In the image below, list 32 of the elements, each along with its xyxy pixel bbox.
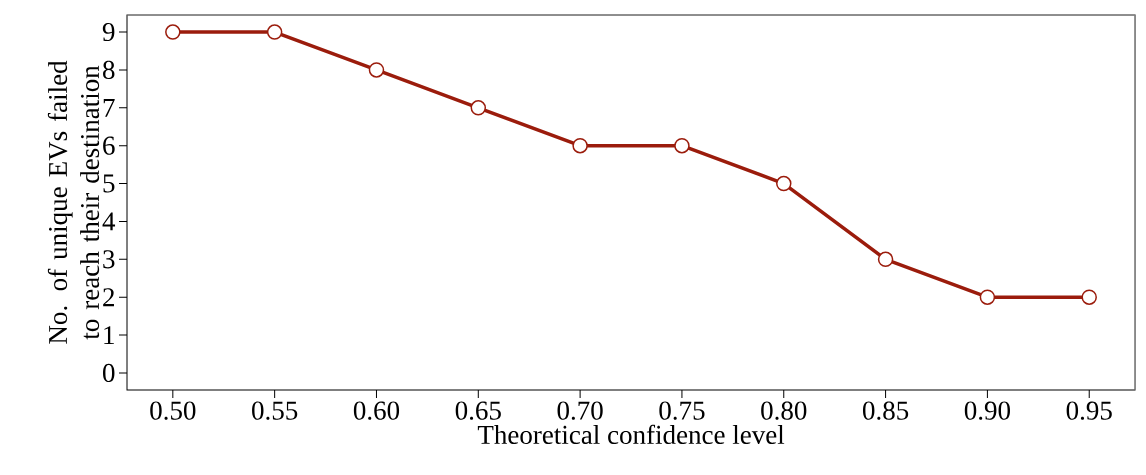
y-tick-label: 7 [103, 98, 115, 117]
y-axis-title: No. of unique EVs failed to reach their destination [47, 60, 100, 344]
point [470, 100, 487, 116]
y-tick-label: 6 [103, 136, 115, 155]
point [1081, 289, 1097, 305]
x-tick-label: 0.80 [761, 401, 807, 420]
x-tick-label: 0.60 [353, 401, 400, 420]
x-tick-label: 0.70 [557, 401, 603, 420]
point [572, 137, 588, 154]
point [776, 175, 792, 192]
point [165, 24, 181, 40]
point [674, 137, 690, 154]
point [368, 62, 385, 78]
y-tick-label: 1 [104, 326, 114, 344]
y-tick-label: 5 [103, 174, 115, 193]
x-tick-label: 0.95 [1066, 401, 1112, 420]
point [877, 251, 894, 268]
y-tick-label: 8 [103, 60, 115, 80]
x-axis-title: Theoretical confidence level [477, 424, 785, 445]
y-tick-label: 2 [103, 288, 114, 307]
x-tick-label: 0.90 [964, 401, 1010, 420]
x-tick-label: 0.65 [455, 401, 501, 420]
y-tick-label: 0 [103, 363, 115, 383]
y-tick-label: 3 [103, 250, 115, 269]
x-tick-label: 0.85 [862, 401, 909, 420]
y-tick-label: 4 [102, 212, 116, 231]
x-tick-label: 0.55 [252, 401, 298, 420]
x-tick-label: 0.50 [150, 401, 196, 420]
x-tick-label: 0.75 [659, 401, 705, 420]
y-tick-label: 9 [102, 22, 115, 42]
point [979, 289, 996, 305]
point [266, 24, 283, 40]
